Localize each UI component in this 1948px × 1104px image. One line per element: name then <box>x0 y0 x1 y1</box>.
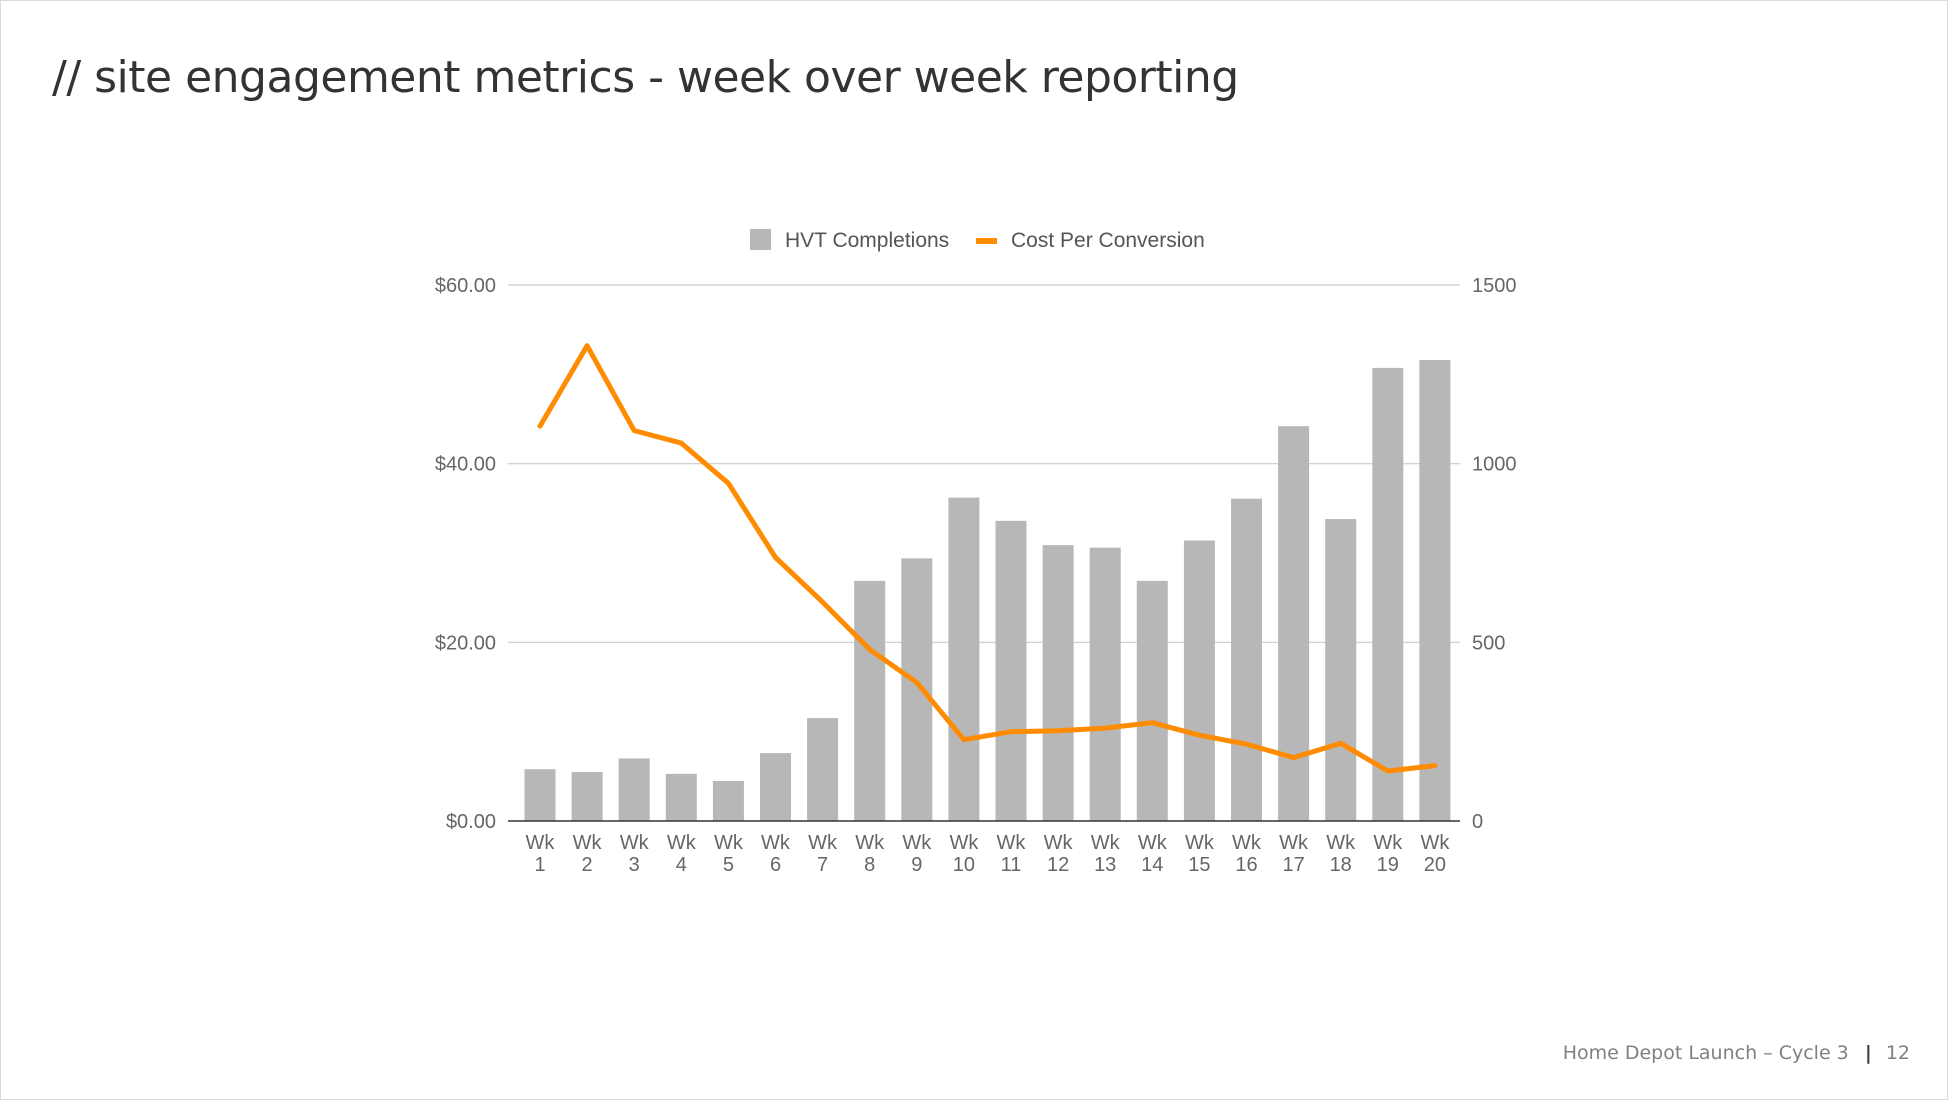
x-tick-label-number: 19 <box>1377 854 1399 876</box>
left-axis-tick-label: $0.00 <box>446 811 496 833</box>
x-tick-label: Wk <box>1185 832 1215 854</box>
bar-hvt-completions <box>901 558 933 821</box>
x-tick-label: Wk <box>1326 832 1356 854</box>
bar-hvt-completions <box>854 580 886 821</box>
x-tick-label: Wk <box>1138 832 1168 854</box>
x-tick-label-number: 14 <box>1141 854 1163 876</box>
bar-hvt-completions <box>1325 519 1357 821</box>
x-tick-label-number: 13 <box>1094 854 1116 876</box>
x-tick-label: Wk <box>855 832 885 854</box>
x-tick-label-number: 7 <box>817 854 828 876</box>
x-tick-label: Wk <box>1044 832 1074 854</box>
x-tick-label-number: 4 <box>676 854 687 876</box>
right-axis-tick-label: 0 <box>1472 811 1483 833</box>
bar-hvt-completions <box>760 753 791 821</box>
bar-hvt-completions <box>1042 545 1074 821</box>
bar-hvt-completions <box>948 497 980 821</box>
x-tick-label: Wk <box>714 832 744 854</box>
bar-hvt-completions <box>524 769 556 821</box>
x-tick-label-number: 16 <box>1235 854 1257 876</box>
footer-text: Home Depot Launch – Cycle 3 <box>1562 1042 1849 1064</box>
bar-hvt-completions <box>1231 498 1262 821</box>
bar-hvt-completions <box>618 758 650 821</box>
x-tick-label: Wk <box>1279 832 1309 854</box>
x-tick-label: Wk <box>620 832 650 854</box>
x-tick-label-number: 2 <box>582 854 593 876</box>
x-tick-label: Wk <box>1420 832 1450 854</box>
slide-footer: Home Depot Launch – Cycle 3 | 12 <box>1563 1042 1910 1064</box>
bar-hvt-completions <box>1372 367 1404 821</box>
x-tick-label: Wk <box>1091 832 1121 854</box>
x-tick-label: Wk <box>1373 832 1403 854</box>
x-tick-label-number: 3 <box>629 854 640 876</box>
bar-hvt-completions <box>1278 426 1310 821</box>
x-tick-label: Wk <box>1232 832 1262 854</box>
legend-swatch-hvt-completions <box>750 229 771 250</box>
page-number: 12 <box>1885 1042 1910 1064</box>
footer-separator: | <box>1864 1042 1872 1064</box>
left-axis-tick-label: $20.00 <box>435 632 496 654</box>
x-tick-label-number: 17 <box>1282 854 1304 876</box>
x-tick-label: Wk <box>949 832 979 854</box>
x-tick-label-number: 5 <box>723 854 734 876</box>
bar-hvt-completions <box>1183 540 1215 821</box>
slide-title: // site engagement metrics - week over w… <box>52 52 1239 103</box>
x-tick-label: Wk <box>573 832 603 854</box>
left-axis-tick-label: $40.00 <box>435 454 496 476</box>
x-tick-label: Wk <box>667 832 697 854</box>
bar-hvt-completions <box>995 520 1027 821</box>
bar-hvt-completions <box>807 718 839 821</box>
x-tick-label-number: 11 <box>1001 854 1022 876</box>
x-tick-label: Wk <box>526 832 556 854</box>
line-cost-per-conversion <box>537 343 1438 774</box>
x-tick-label-number: 6 <box>770 854 781 876</box>
x-tick-label-number: 18 <box>1330 854 1352 876</box>
bar-hvt-completions <box>1136 580 1168 821</box>
right-axis-tick-label: 500 <box>1472 632 1505 654</box>
x-tick-label-number: 9 <box>911 854 922 876</box>
legend-label-cost-per-conversion: Cost Per Conversion <box>1011 229 1205 252</box>
x-tick-label: Wk <box>902 832 932 854</box>
legend-label-hvt-completions: HVT Completions <box>785 229 949 252</box>
x-tick-label-number: 1 <box>534 854 545 876</box>
bar-hvt-completions <box>1419 360 1451 821</box>
right-axis-tick-label: 1500 <box>1472 275 1517 297</box>
x-tick-label-number: 10 <box>953 854 975 876</box>
bar-hvt-completions <box>712 780 744 821</box>
bar-hvt-completions <box>571 772 603 821</box>
left-axis-tick-label: $60.00 <box>435 275 496 297</box>
x-tick-label-number: 12 <box>1047 854 1069 876</box>
x-tick-label: Wk <box>761 832 791 854</box>
x-tick-label-number: 15 <box>1188 854 1210 876</box>
x-tick-label: Wk <box>997 832 1027 854</box>
bar-hvt-completions <box>665 773 697 821</box>
bar-hvt-completions <box>1089 547 1121 821</box>
x-tick-label: Wk <box>808 832 838 854</box>
x-tick-label-number: 8 <box>864 854 875 876</box>
right-axis-tick-label: 1000 <box>1472 454 1517 476</box>
x-tick-label-number: 20 <box>1424 854 1446 876</box>
